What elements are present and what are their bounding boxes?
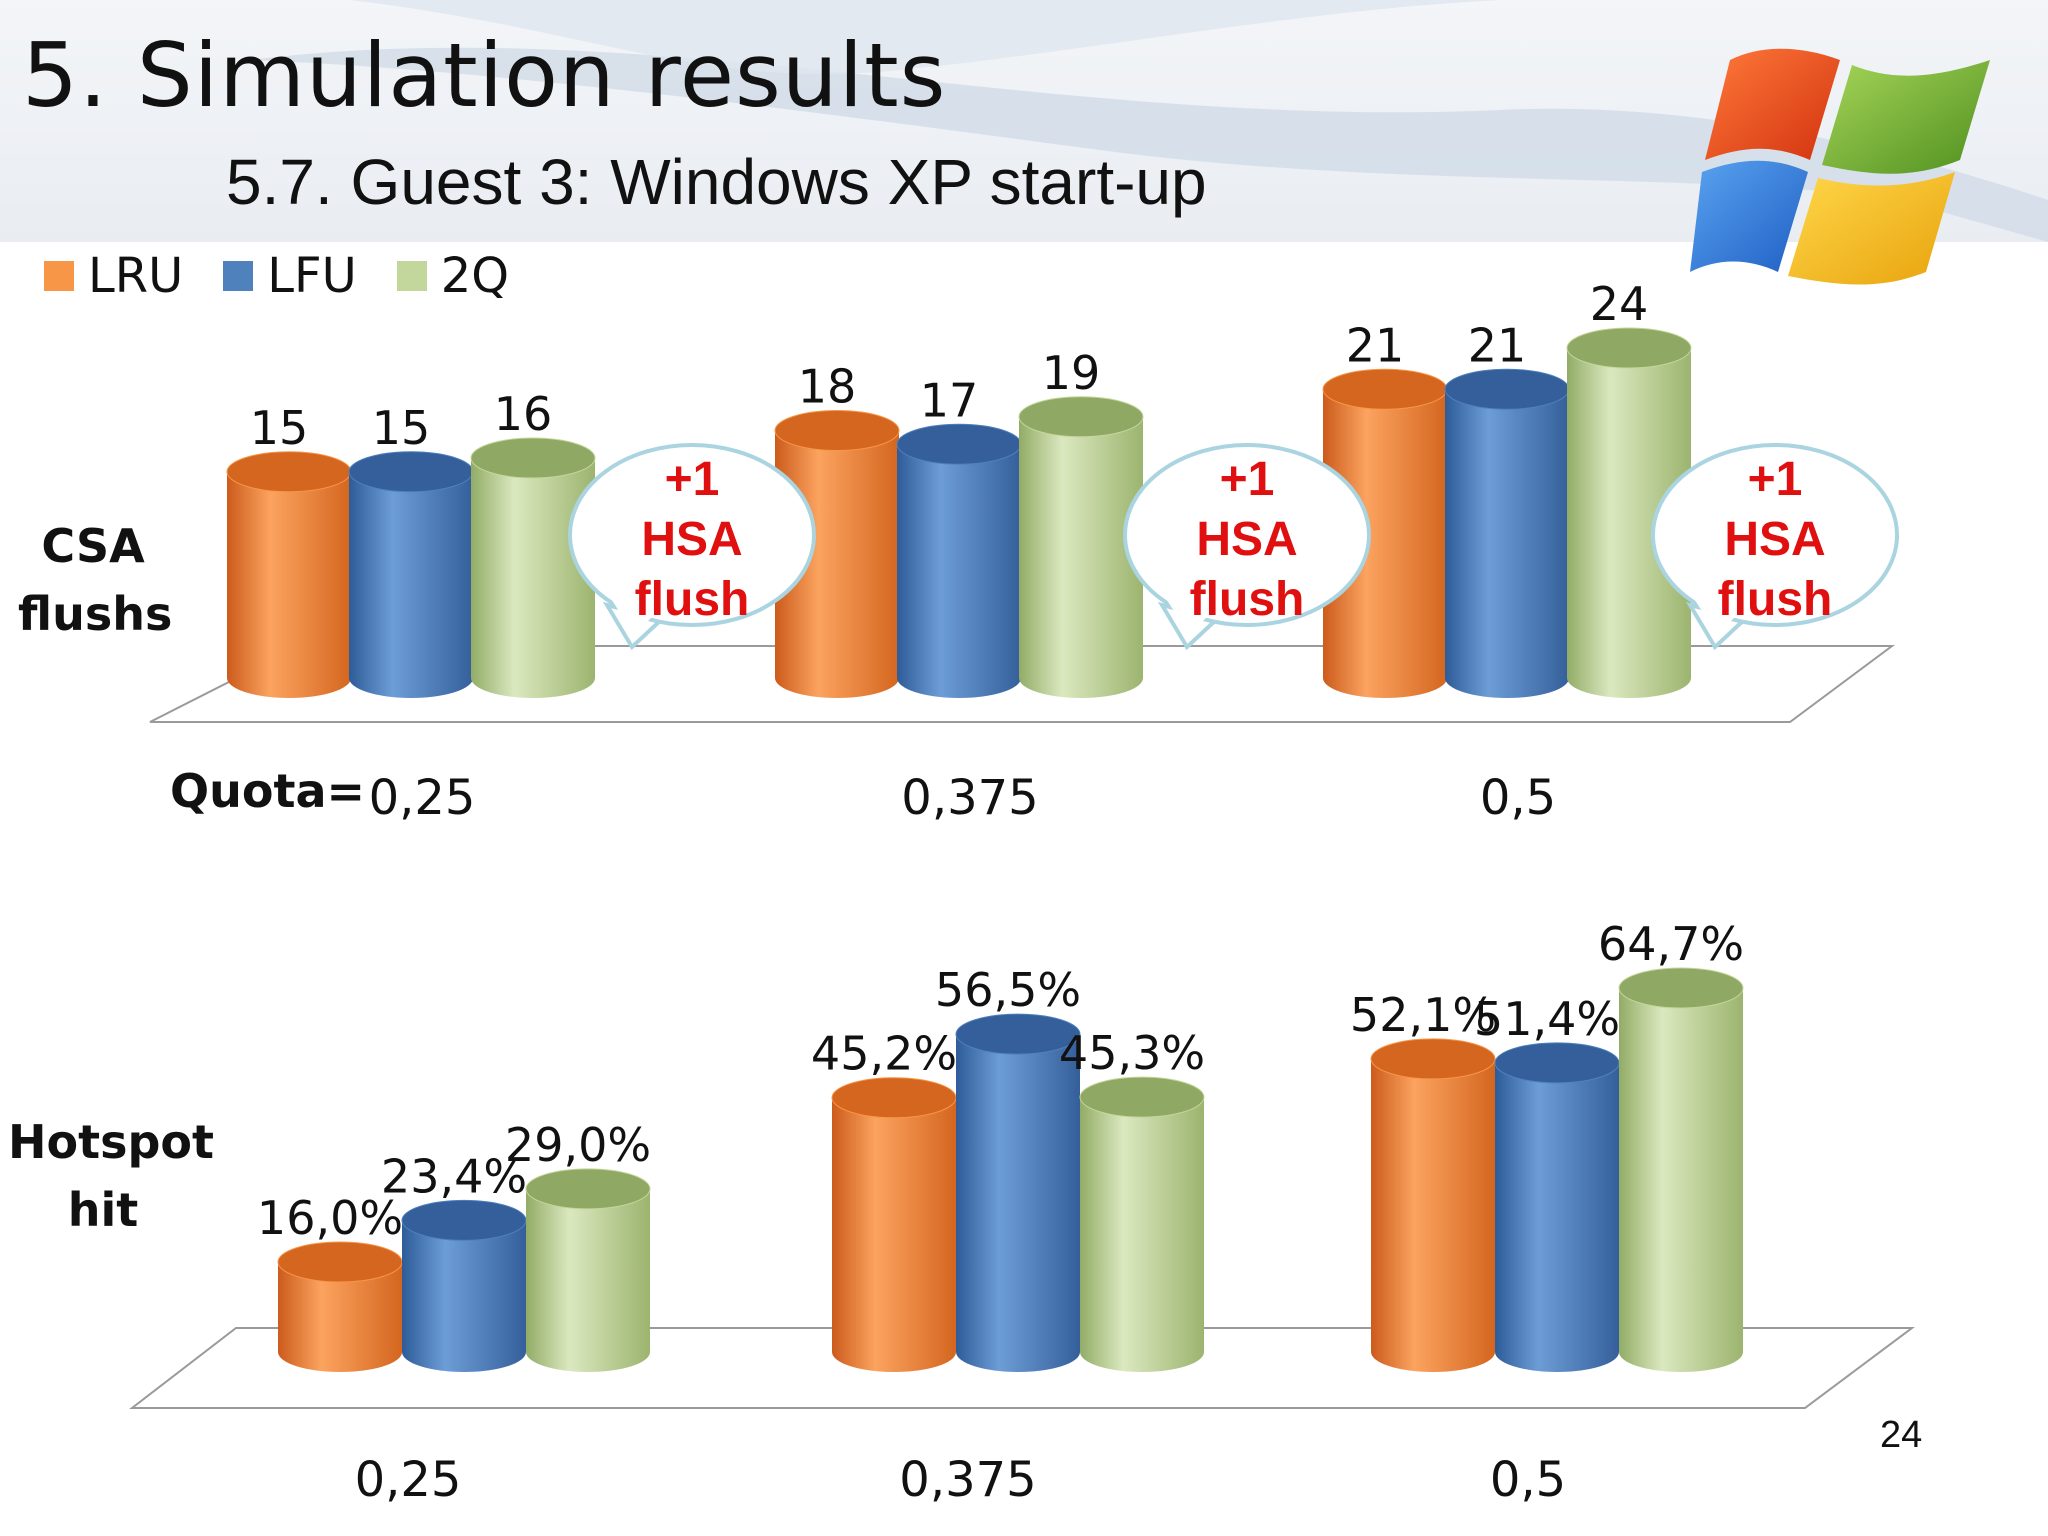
bar-lru-3: 52,1%: [1350, 988, 1496, 1372]
callout-hsa-flush-2: +1 HSA flush: [1123, 443, 1371, 651]
quota-label: Quota=: [170, 764, 366, 818]
bar-lru-3: 21: [1322, 318, 1448, 698]
value-label-lfu-1: 15: [372, 401, 431, 455]
bottom-chart-floor: [129, 1327, 1916, 1409]
value-label-2q-3: 64,7%: [1598, 917, 1744, 971]
callout-line-1: +1: [665, 453, 720, 506]
bar-2q-1: 16: [470, 387, 596, 698]
top-category-label-2: 0,375: [901, 770, 1039, 826]
value-label-2q-2: 45,3%: [1059, 1026, 1205, 1080]
value-label-lru-3: 52,1%: [1350, 988, 1496, 1042]
value-label-lru-2: 18: [798, 360, 857, 414]
bar-2q-3: 64,7%: [1598, 917, 1744, 1372]
value-label-lfu-3: 21: [1468, 318, 1527, 372]
callout-line-1: +1: [1220, 453, 1275, 506]
header-swoosh: [250, 0, 2048, 242]
legend-item-2q: 2Q: [396, 248, 510, 304]
value-label-lru-1: 15: [250, 401, 309, 455]
csa-flushs-label: CSA flushs: [18, 519, 173, 641]
value-label-lru-2: 45,2%: [811, 1027, 957, 1081]
bottom-category-label-1: 0,25: [354, 1452, 462, 1508]
legend-swatch-lfu: [223, 261, 254, 291]
value-label-2q-2: 19: [1042, 346, 1101, 400]
value-label-2q-1: 16: [494, 387, 553, 441]
value-label-lfu-2: 17: [920, 373, 979, 427]
slide-title: 5. Simulation results: [22, 24, 947, 127]
legend-swatch-lru: [44, 261, 74, 291]
bar-lru-2: 45,2%: [811, 1027, 957, 1372]
value-label-2q-3: 24: [1590, 277, 1649, 331]
bar-2q-2: 45,3%: [1059, 1026, 1205, 1372]
bar-lfu-2: 56,5%: [935, 963, 1081, 1372]
value-label-lru-3: 21: [1346, 318, 1405, 372]
bar-2q-2: 19: [1018, 346, 1144, 698]
callout-line-2: HSA: [641, 513, 742, 566]
chart-legend: LRU LFU 2Q: [44, 248, 549, 304]
bottom-category-label-2: 0,375: [899, 1452, 1037, 1508]
legend-label-2q: 2Q: [440, 248, 510, 304]
value-label-lfu-3: 51,4%: [1474, 992, 1620, 1046]
bar-2q-1: 29,0%: [505, 1118, 651, 1372]
callout-line-2: HSA: [1724, 513, 1825, 566]
bar-lfu-3: 51,4%: [1474, 992, 1620, 1372]
callout-line-3: flush: [1718, 573, 1833, 626]
callout-hsa-flush-3: +1 HSA flush: [1651, 443, 1899, 651]
callout-line-3: flush: [635, 573, 750, 626]
value-label-2q-1: 29,0%: [505, 1118, 651, 1172]
hotspot-hit-label: Hotspot hit: [8, 1115, 214, 1237]
bar-lfu-3: 21: [1444, 318, 1570, 698]
bar-lfu-2: 17: [896, 373, 1022, 698]
callout-line-3: flush: [1190, 573, 1305, 626]
legend-swatch-2q: [396, 261, 427, 291]
legend-item-lru: LRU: [44, 248, 183, 304]
slide-subtitle: 5.7. Guest 3: Windows XP start-up: [226, 146, 1207, 218]
callout-hsa-flush-1: +1 HSA flush: [568, 443, 816, 651]
bar-lru-2: 18: [774, 360, 900, 698]
bottom-category-label-3: 0,5: [1489, 1452, 1567, 1508]
bar-lfu-1: 15: [348, 401, 474, 698]
windows-logo-icon: [1690, 48, 1990, 285]
bar-lfu-1: 23,4%: [381, 1149, 527, 1372]
callout-line-1: +1: [1748, 453, 1803, 506]
bar-2q-3: 24: [1566, 277, 1692, 698]
bar-lru-1: 16,0%: [257, 1191, 403, 1372]
top-category-label-1: 0,25: [368, 770, 476, 826]
bar-lru-1: 15: [226, 401, 352, 698]
legend-label-lfu: LFU: [267, 248, 357, 304]
value-label-lfu-1: 23,4%: [381, 1149, 527, 1203]
callout-line-2: HSA: [1196, 513, 1297, 566]
legend-label-lru: LRU: [88, 248, 184, 304]
value-label-lfu-2: 56,5%: [935, 963, 1081, 1017]
page-number: 24: [1880, 1414, 1923, 1456]
top-category-label-3: 0,5: [1479, 770, 1557, 826]
legend-item-lfu: LFU: [223, 248, 357, 304]
value-label-lru-1: 16,0%: [257, 1191, 403, 1245]
